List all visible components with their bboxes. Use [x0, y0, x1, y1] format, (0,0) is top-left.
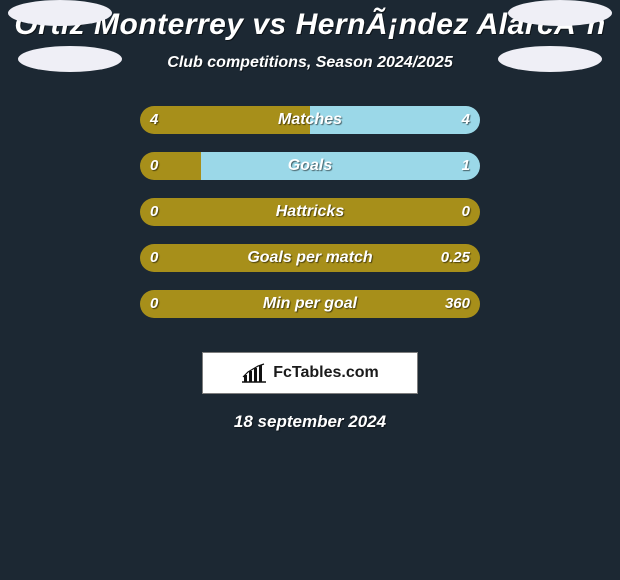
stat-bar: [140, 244, 480, 272]
stat-value-right: 0: [462, 198, 470, 226]
player-left-ellipse-2: [18, 46, 122, 72]
stat-row: Matches44: [0, 106, 620, 152]
stat-bar: [140, 152, 480, 180]
stat-value-right: 360: [445, 290, 470, 318]
bar-chart-icon: [241, 363, 267, 383]
stat-rows: Matches44Goals01Hattricks00Goals per mat…: [0, 106, 620, 336]
stat-bar-left: [140, 198, 480, 226]
stat-bar: [140, 198, 480, 226]
stat-row: Goals per match00.25: [0, 244, 620, 290]
comparison-infographic: Ortiz Monterrey vs HernÃ¡ndez AlarcÃ³n C…: [0, 0, 620, 580]
date-text: 18 september 2024: [0, 412, 620, 432]
stat-bar-left: [140, 106, 310, 134]
stat-value-right: 4: [462, 106, 470, 134]
stat-bar: [140, 290, 480, 318]
source-logo-text: FcTables.com: [273, 364, 379, 382]
stat-value-left: 0: [150, 152, 158, 180]
stat-row: Hattricks00: [0, 198, 620, 244]
stat-bar-right: [310, 106, 480, 134]
stat-value-left: 4: [150, 106, 158, 134]
player-right-ellipse-2: [498, 46, 602, 72]
player-right-ellipse-1: [508, 0, 612, 26]
stat-value-left: 0: [150, 290, 158, 318]
stat-bar-left: [140, 244, 480, 272]
stat-value-right: 0.25: [441, 244, 470, 272]
stat-value-left: 0: [150, 244, 158, 272]
source-logo: FcTables.com: [202, 352, 418, 394]
player-left-ellipse-1: [8, 0, 112, 26]
stat-row: Min per goal0360: [0, 290, 620, 336]
stat-bar: [140, 106, 480, 134]
stat-value-right: 1: [462, 152, 470, 180]
stat-value-left: 0: [150, 198, 158, 226]
stat-bar-right: [201, 152, 480, 180]
stat-bar-left: [140, 290, 480, 318]
stat-row: Goals01: [0, 152, 620, 198]
